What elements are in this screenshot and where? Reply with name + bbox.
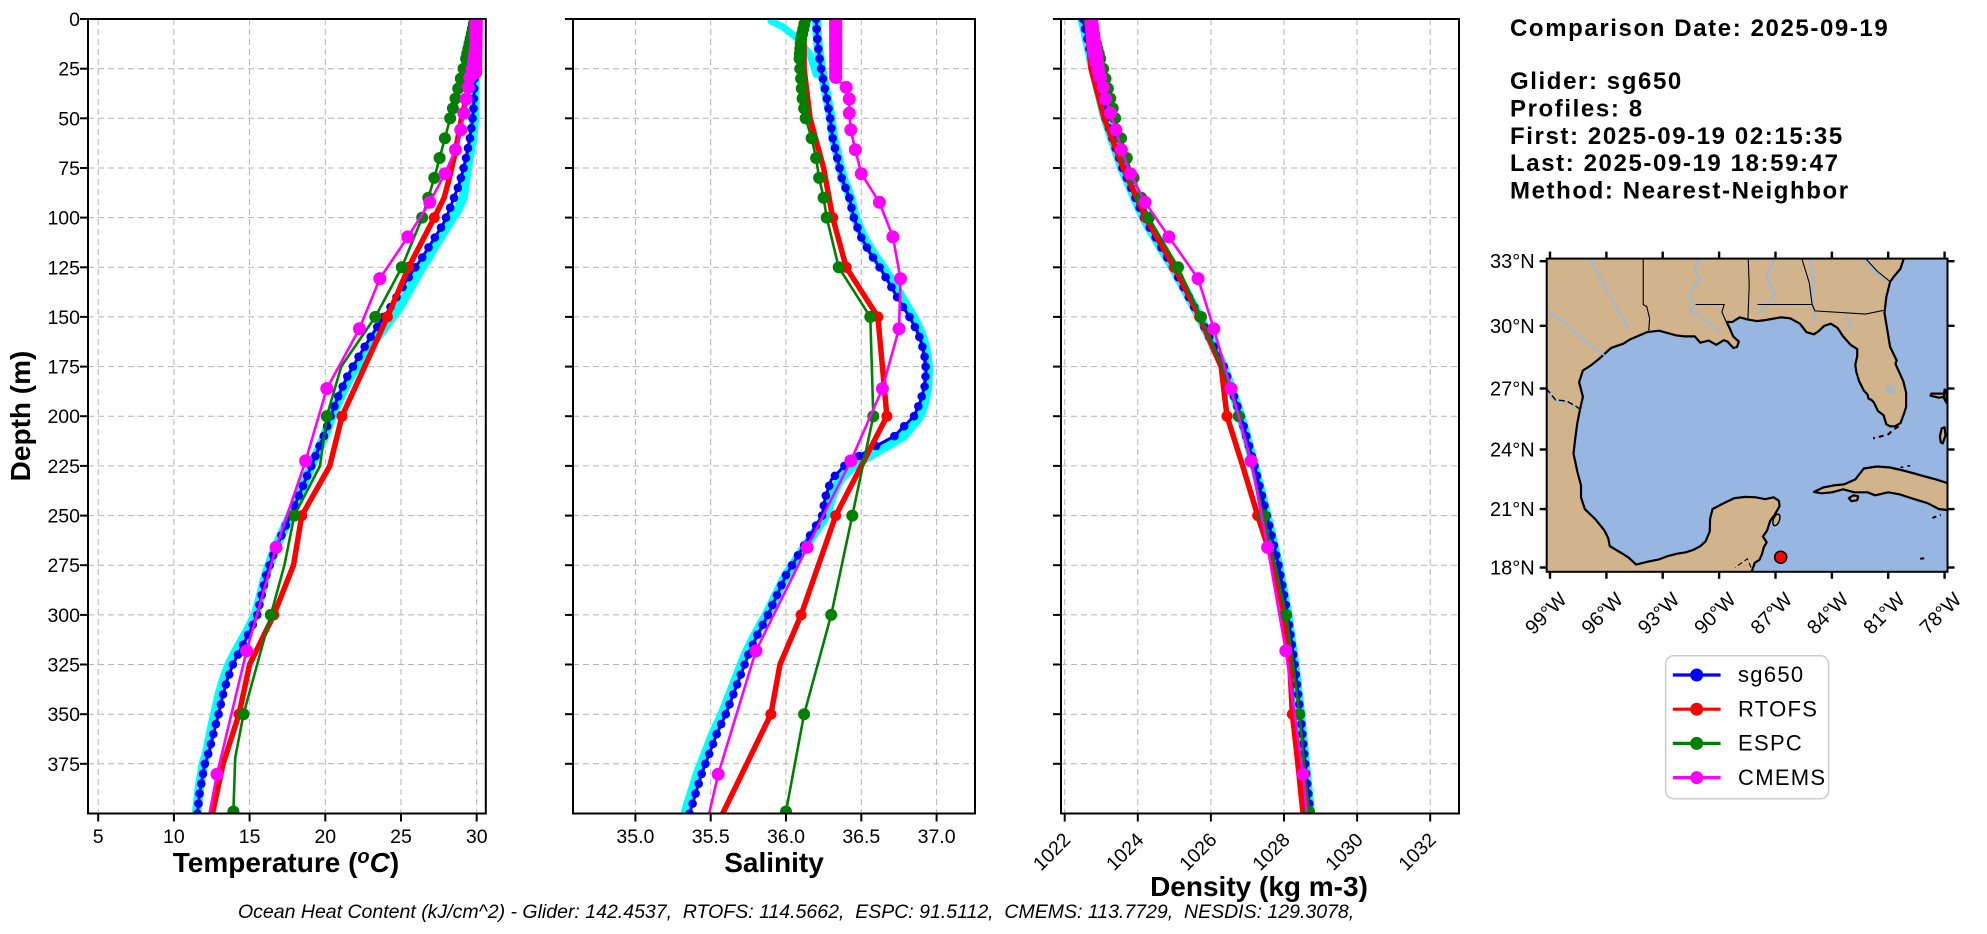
- svg-text:Comparison Date: 2025-09-19: Comparison Date: 2025-09-19: [1510, 15, 1889, 42]
- svg-text:24°N: 24°N: [1490, 440, 1535, 462]
- svg-text:First: 2025-09-19 02:15:35: First: 2025-09-19 02:15:35: [1510, 123, 1844, 150]
- svg-text:27°N: 27°N: [1490, 379, 1535, 401]
- svg-text:Profiles: 8: Profiles: 8: [1510, 95, 1644, 122]
- svg-text:350: 350: [47, 704, 80, 726]
- svg-text:37.0: 37.0: [918, 826, 956, 848]
- svg-text:150: 150: [47, 307, 80, 329]
- svg-text:225: 225: [47, 456, 80, 478]
- svg-text:36.0: 36.0: [767, 826, 805, 848]
- svg-text:Last: 2025-09-19 18:59:47: Last: 2025-09-19 18:59:47: [1510, 150, 1840, 177]
- svg-text:ESPC: ESPC: [1738, 731, 1803, 756]
- svg-text:100: 100: [47, 208, 80, 230]
- svg-text:175: 175: [47, 357, 80, 379]
- svg-text:Density (kg m-3): Density (kg m-3): [1150, 871, 1368, 902]
- svg-text:18°N: 18°N: [1490, 558, 1535, 580]
- svg-text:50: 50: [58, 108, 80, 130]
- svg-text:sg650: sg650: [1738, 662, 1804, 687]
- svg-text:Depth (m): Depth (m): [5, 351, 36, 482]
- svg-text:36.5: 36.5: [842, 826, 880, 848]
- svg-text:30: 30: [466, 826, 488, 848]
- svg-text:30°N: 30°N: [1490, 316, 1535, 338]
- svg-text:10: 10: [163, 826, 185, 848]
- svg-text:25: 25: [58, 59, 80, 81]
- svg-text:RTOFS: RTOFS: [1738, 696, 1818, 721]
- svg-text:Salinity: Salinity: [724, 847, 824, 878]
- svg-text:5: 5: [93, 826, 104, 848]
- svg-text:15: 15: [239, 826, 261, 848]
- svg-text:375: 375: [47, 754, 80, 776]
- svg-text:33°N: 33°N: [1490, 251, 1535, 273]
- svg-text:125: 125: [47, 257, 80, 279]
- svg-text:35.0: 35.0: [616, 826, 654, 848]
- svg-text:Method: Nearest-Neighbor: Method: Nearest-Neighbor: [1510, 178, 1850, 205]
- svg-text:20: 20: [314, 826, 336, 848]
- svg-text:275: 275: [47, 555, 80, 577]
- svg-text:35.5: 35.5: [692, 826, 730, 848]
- svg-text:Ocean Heat Content (kJ/cm^2) -: Ocean Heat Content (kJ/cm^2) - Glider: 1…: [238, 901, 1354, 923]
- svg-text:Glider: sg650: Glider: sg650: [1510, 68, 1683, 95]
- svg-text:CMEMS: CMEMS: [1738, 765, 1826, 790]
- svg-text:25: 25: [390, 826, 412, 848]
- svg-text:0: 0: [69, 9, 80, 31]
- svg-text:250: 250: [47, 506, 80, 528]
- svg-text:21°N: 21°N: [1490, 499, 1535, 521]
- svg-text:75: 75: [58, 158, 80, 180]
- svg-text:300: 300: [47, 605, 80, 627]
- svg-text:200: 200: [47, 406, 80, 428]
- svg-text:325: 325: [47, 655, 80, 677]
